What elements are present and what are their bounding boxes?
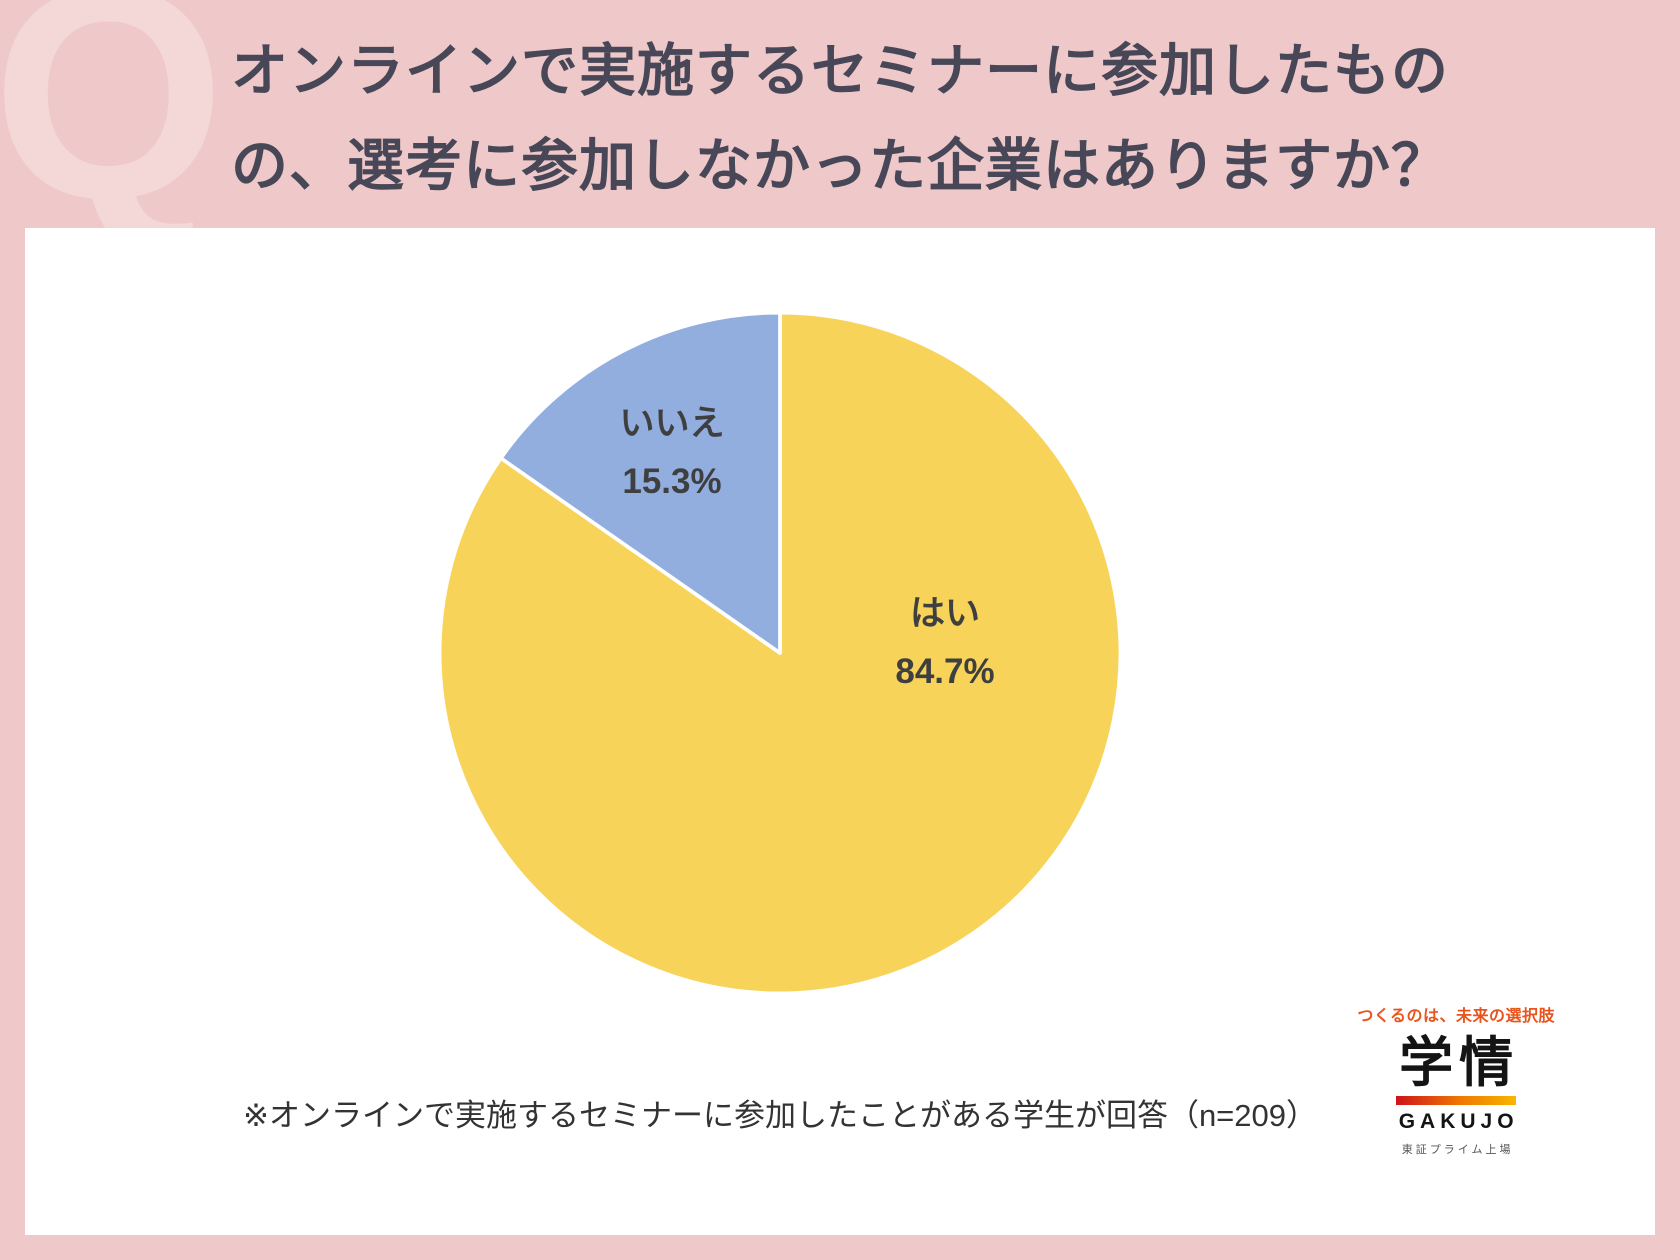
logo-listing: 東証プライム上場 [1401,1144,1514,1156]
logo-brand: 学情 [1399,1032,1520,1093]
pie-label-no-name: いいえ [619,404,725,443]
pie-chart-svg [437,310,1123,996]
pie-label-no: いいえ 15.3% [562,395,782,511]
logo-brand-en: GAKUJO [1398,1110,1519,1133]
survey-note: ※オンラインで実施するセミナーに参加したことがある学生が回答（n=209） [242,1098,1318,1133]
pie-label-yes-value: 84.7% [895,652,995,691]
pie-label-yes-name: はい [909,594,980,633]
logo-tagline: つくるのは、未来の選択肢 [1357,1007,1555,1025]
gakujo-logo: つくるのは、未来の選択肢 学情 GAKUJO 東証プライム上場 [1357,1002,1555,1157]
page-title: オンラインで実施するセミナーに参加したもの の、選考に参加しなかった企業はありま… [0,0,1680,214]
logo-gradient-bar [1396,1096,1517,1105]
pie-label-yes: はい 84.7% [835,585,1055,701]
title-line-1: オンラインで実施するセミナーに参加したもの [231,39,1449,103]
pie-chart: いいえ 15.3% はい 84.7% [410,283,1150,1023]
title-line-2: の、選考に参加しなかった企業はありますか？ [231,134,1449,198]
q-watermark: Q [0,0,226,261]
pie-slice-いいえ [499,310,782,655]
pie-label-no-value: 15.3% [622,462,722,501]
chart-panel: いいえ 15.3% はい 84.7% ※オンラインで実施するセミナーに参加したこ… [25,228,1655,1235]
